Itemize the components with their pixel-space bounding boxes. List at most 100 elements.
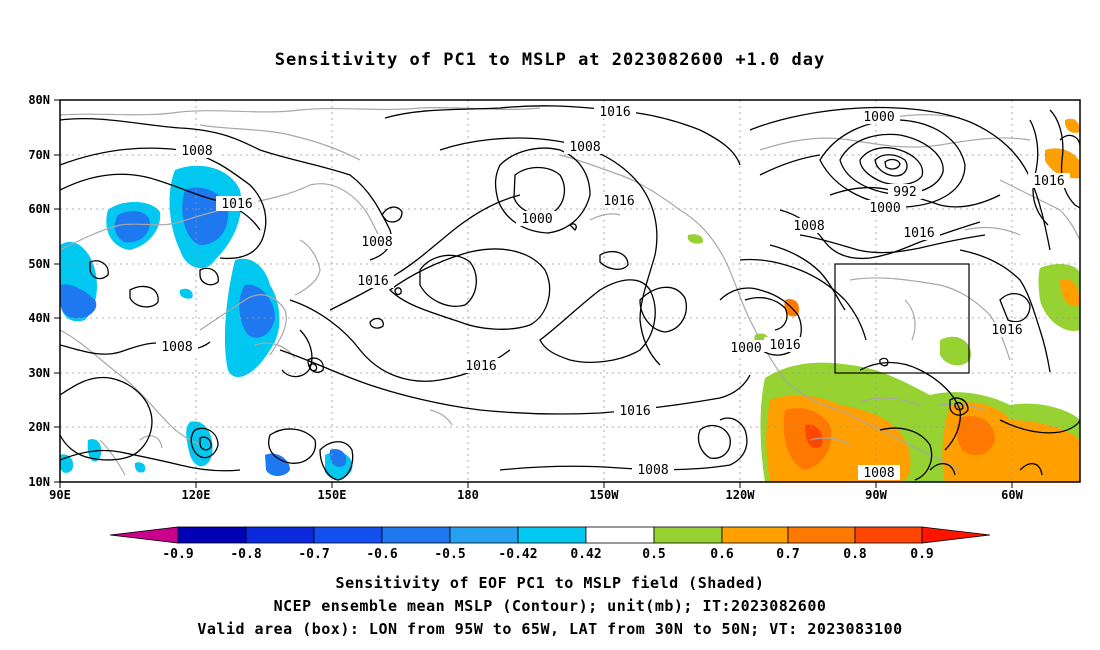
svg-text:1016: 1016 [903, 226, 934, 241]
lon-tick: 120W [726, 482, 756, 502]
svg-text:120W: 120W [726, 488, 756, 502]
contour-label: 1000 [864, 200, 906, 216]
svg-text:1016: 1016 [465, 359, 496, 374]
contour-labels: 1016 1008 1016 1000 1016 1008 1016 1008 … [156, 104, 1070, 481]
svg-text:120E: 120E [182, 488, 211, 502]
contour-label: 1016 [614, 403, 656, 419]
lat-tick: 10N [28, 475, 60, 489]
svg-text:1016: 1016 [221, 197, 252, 212]
caption-valid-area: Valid area (box): LON from 95W to 65W, L… [197, 620, 903, 638]
colorbar-segment [449, 526, 519, 544]
svg-text:180: 180 [457, 488, 479, 502]
svg-text:80N: 80N [28, 93, 50, 107]
colorbar-segment [854, 526, 923, 544]
svg-text:90E: 90E [49, 488, 71, 502]
valid-area-box [834, 263, 970, 374]
contour-label: 992 [888, 184, 922, 200]
map-frame [59, 99, 1081, 483]
contour-label: 1000 [728, 340, 764, 356]
lon-tick: 180 [457, 482, 479, 502]
colorbar-high-arrow [921, 526, 991, 544]
svg-text:1008: 1008 [161, 340, 192, 355]
svg-text:1008: 1008 [793, 219, 824, 234]
contour-label: 1000 [516, 211, 558, 227]
lat-tick: 30N [28, 366, 60, 380]
svg-text:10N: 10N [28, 475, 50, 489]
contour-label: 1016 [1028, 173, 1070, 189]
colorbar-label: -0.5 [434, 547, 465, 562]
svg-text:1008: 1008 [569, 140, 600, 155]
contour-label: 1008 [788, 218, 830, 234]
svg-text:1008: 1008 [637, 463, 668, 478]
svg-text:1000: 1000 [869, 201, 900, 216]
colorbar-label: -0.7 [298, 547, 329, 562]
svg-text:1016: 1016 [769, 338, 800, 353]
colorbar-label: 0.42 [570, 547, 601, 562]
lon-tick: 90E [49, 482, 71, 502]
lon-tick: 60W [1001, 482, 1024, 502]
colorbar-label: -0.8 [230, 547, 261, 562]
colorbar-label: 0.6 [710, 547, 734, 562]
contour-label: 1016 [594, 104, 636, 120]
contour-label: 1016 [352, 273, 394, 289]
svg-text:1000: 1000 [521, 212, 552, 227]
contour-label: 1008 [356, 234, 398, 250]
svg-text:40N: 40N [28, 311, 50, 325]
colorbar [109, 526, 991, 544]
lon-tick: 90W [865, 482, 888, 502]
map-panel [60, 100, 1080, 482]
svg-text:30N: 30N [28, 366, 50, 380]
svg-text:1000: 1000 [730, 341, 761, 356]
contour-label: 1008 [156, 339, 198, 355]
colorbar-low-arrow [109, 526, 179, 544]
positive-sensitivity-shading [687, 118, 1080, 482]
svg-text:1016: 1016 [599, 105, 630, 120]
lat-tick: 80N [28, 93, 60, 107]
svg-text:1008: 1008 [181, 144, 212, 159]
colorbar-segment [177, 526, 247, 544]
lon-axis: 90E 120E 150E 180 150W 120W 90W 60W [49, 482, 1024, 502]
caption-shaded: Sensitivity of EOF PC1 to MSLP field (Sh… [335, 574, 765, 592]
colorbar-label: 0.5 [642, 547, 665, 562]
colorbar-label: -0.42 [498, 547, 537, 562]
lat-tick: 70N [28, 148, 60, 162]
contour-label: 1016 [986, 322, 1028, 338]
contour-label: 1008 [858, 465, 900, 481]
lat-axis: 80N 70N 60N 50N 40N 30N 20N 10N [28, 93, 60, 489]
chart-title: Sensitivity of PC1 to MSLP at 2023082600… [274, 50, 826, 70]
contour-label: 1000 [858, 109, 900, 125]
colorbar-segment [313, 526, 383, 544]
lat-tick: 40N [28, 311, 60, 325]
colorbar-segment [787, 526, 856, 544]
svg-text:90W: 90W [865, 488, 887, 502]
lat-tick: 50N [28, 257, 60, 271]
svg-text:992: 992 [893, 185, 916, 200]
svg-text:1016: 1016 [619, 404, 650, 419]
svg-text:70N: 70N [28, 148, 50, 162]
svg-text:50N: 50N [28, 257, 50, 271]
svg-text:1008: 1008 [361, 235, 392, 250]
colorbar-segment [721, 526, 789, 544]
colorbar-segment [245, 526, 315, 544]
contour-label: 1008 [176, 143, 218, 159]
svg-text:1016: 1016 [357, 274, 388, 289]
lat-tick: 20N [28, 420, 60, 434]
colorbar-label: -0.9 [162, 547, 193, 562]
contour-label: 1016 [216, 196, 258, 212]
colorbar-segment [381, 526, 451, 544]
contour-label: 1008 [564, 139, 606, 155]
colorbar-segment [653, 526, 723, 544]
colorbar-label: 0.9 [910, 547, 933, 562]
contour-label: 1016 [460, 358, 502, 374]
contour-label: 1016 [598, 193, 640, 209]
colorbar-labels: -0.9 -0.8 -0.7 -0.6 -0.5 -0.42 0.42 0.5 … [162, 547, 933, 562]
svg-text:150W: 150W [590, 488, 620, 502]
contour-label: 1008 [632, 462, 674, 478]
colorbar-segment [517, 526, 587, 544]
colorbar-label: -0.6 [366, 547, 397, 562]
svg-text:150E: 150E [318, 488, 347, 502]
colorbar-label: 0.7 [776, 547, 799, 562]
svg-text:60N: 60N [28, 202, 50, 216]
colorbar-segment [585, 526, 655, 544]
